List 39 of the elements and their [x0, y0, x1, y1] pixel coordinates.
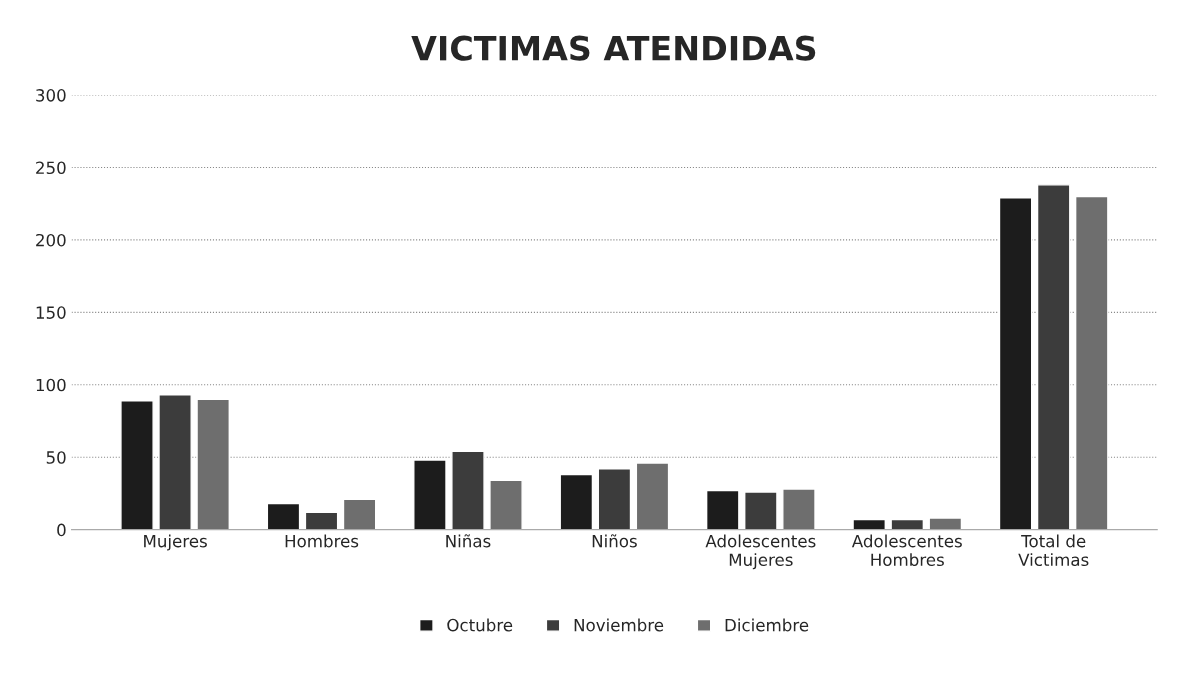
bar — [744, 491, 778, 530]
bar — [559, 473, 594, 530]
bar — [451, 450, 485, 530]
bar — [890, 518, 925, 530]
bar — [342, 498, 377, 530]
bar — [120, 400, 154, 530]
y-tick-label: 100 — [36, 378, 66, 392]
bar — [1074, 195, 1109, 530]
x-tick-label: Niños — [592, 534, 637, 548]
bar — [489, 479, 523, 530]
x-tick-label: Niñas — [446, 534, 491, 548]
y-tick-label: 300 — [36, 89, 66, 102]
bar — [928, 517, 963, 530]
bar — [635, 462, 670, 530]
legend-label: Octubre — [447, 618, 513, 632]
bar — [782, 488, 816, 530]
y-tick-label: 50 — [46, 451, 66, 464]
bar — [998, 197, 1033, 530]
chart-title: VICTIMAS ATENDIDAS — [411, 35, 816, 61]
bar — [413, 459, 447, 530]
bar — [266, 502, 301, 530]
bar — [852, 518, 886, 530]
x-tick-label: Total de Victimas — [1018, 534, 1089, 567]
bar — [597, 468, 632, 530]
x-tick-label: Adolescentes Hombres — [851, 534, 962, 567]
bar — [158, 394, 192, 530]
x-tick-label: Hombres — [285, 534, 359, 548]
y-tick-label: 150 — [36, 306, 66, 319]
y-tick-label: 200 — [36, 233, 66, 247]
x-tick-label: Adolescentes Mujeres — [705, 534, 816, 570]
legend-label: Diciembre — [725, 618, 809, 632]
bar — [705, 489, 740, 530]
y-tick-label: 250 — [36, 161, 66, 175]
x-tick-label: Mujeres — [144, 534, 207, 551]
y-tick-label: 0 — [57, 523, 66, 537]
bar — [196, 398, 230, 530]
legend-label: Noviembre — [574, 618, 664, 632]
bar — [1036, 184, 1071, 530]
bar — [304, 511, 339, 530]
